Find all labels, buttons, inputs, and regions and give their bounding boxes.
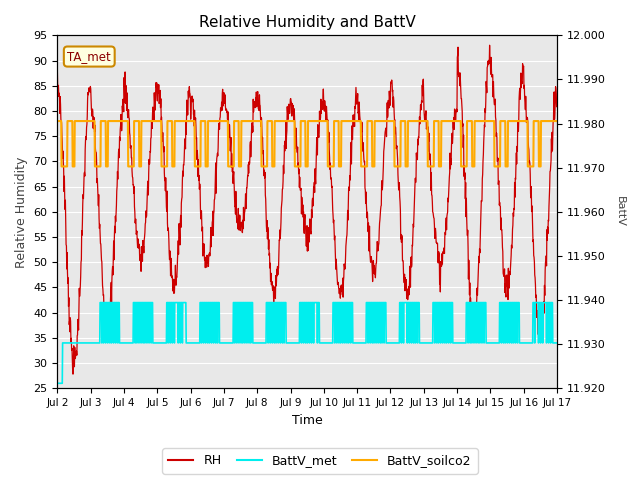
Y-axis label: Relative Humidity: Relative Humidity: [15, 156, 28, 267]
Title: Relative Humidity and BattV: Relative Humidity and BattV: [199, 15, 415, 30]
Text: TA_met: TA_met: [67, 50, 111, 63]
X-axis label: Time: Time: [292, 414, 323, 427]
Y-axis label: BattV: BattV: [615, 196, 625, 227]
Legend: RH, BattV_met, BattV_soilco2: RH, BattV_met, BattV_soilco2: [162, 448, 478, 474]
